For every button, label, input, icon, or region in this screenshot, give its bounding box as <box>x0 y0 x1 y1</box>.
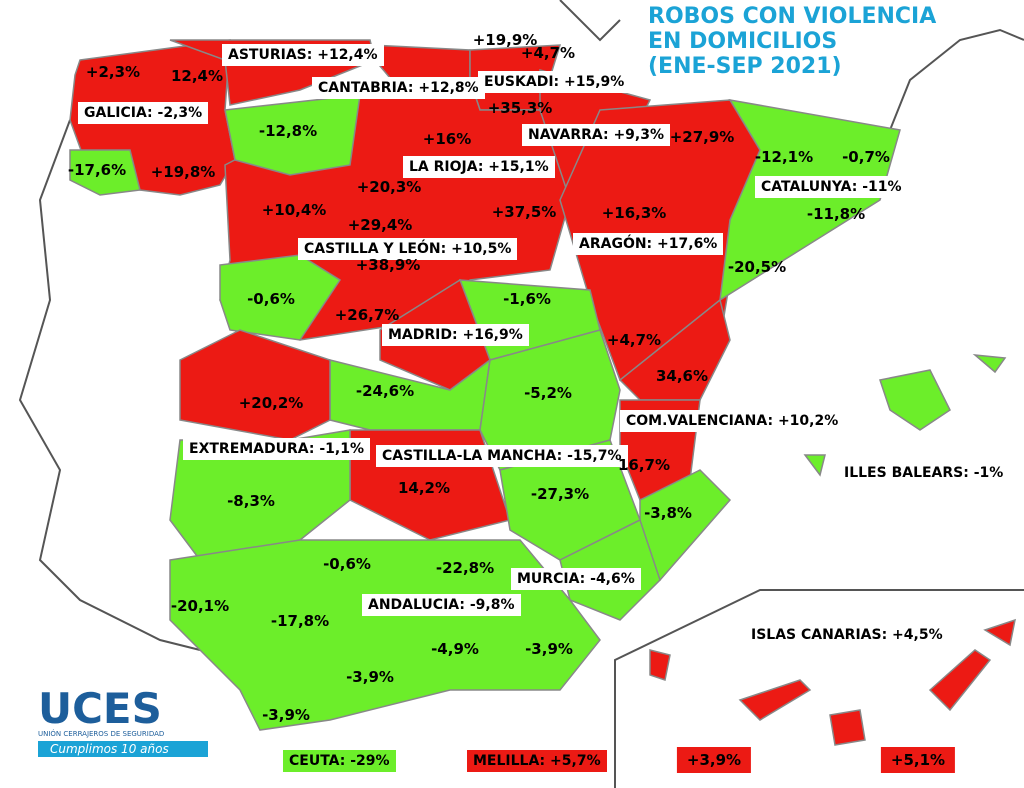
france-border <box>559 0 621 42</box>
region-label: ASTURIAS: +12,4% <box>222 44 384 66</box>
province-label: +10,4% <box>261 201 327 219</box>
gran-canaria <box>829 709 866 746</box>
region-label: CANTABRIA: +12,8% <box>312 77 485 99</box>
region-label: LA RIOJA: +15,1% <box>403 156 555 178</box>
lanzarote <box>983 618 1016 647</box>
province-label: +19,8% <box>150 163 216 181</box>
province-label: -0,6% <box>247 290 295 308</box>
region-label: MURCIA: -4,6% <box>511 568 641 590</box>
province-label: -1,6% <box>503 290 551 308</box>
province-label: +29,4% <box>347 216 413 234</box>
province-label: +38,9% <box>355 256 421 274</box>
province-label: -8,3% <box>227 492 275 510</box>
province-label: -12,8% <box>258 122 318 140</box>
province-label: +20,2% <box>238 394 304 412</box>
province-label: -22,8% <box>435 559 495 577</box>
region-label: ILLES BALEARS: -1% <box>838 462 1010 484</box>
province-label: +2,3% <box>85 63 141 81</box>
la-palma <box>649 649 671 681</box>
title-line: ROBOS CON VIOLENCIA <box>648 4 937 29</box>
region-label: CASTILLA Y LEÓN: +10,5% <box>298 238 518 260</box>
region-label: MADRID: +16,9% <box>382 324 529 346</box>
province-label: +26,7% <box>334 306 400 324</box>
mallorca <box>879 369 951 431</box>
region-label: NAVARRA: +9,3% <box>522 124 671 146</box>
fuerteventura <box>928 649 992 712</box>
region-label: CASTILLA-LA MANCHA: -15,7% <box>376 445 628 467</box>
province-label: +27,9% <box>669 128 735 146</box>
province-label: -24,6% <box>355 382 415 400</box>
castellon <box>618 298 731 401</box>
ibiza <box>803 454 826 477</box>
logo: UCES UNIÓN CERRAJEROS DE SEGURIDAD Cumpl… <box>38 688 208 757</box>
andalucia <box>169 539 601 731</box>
province-label: -3,8% <box>644 504 692 522</box>
province-label: +19,9% <box>472 31 538 49</box>
caceres <box>179 329 331 441</box>
province-label: -20,5% <box>727 258 787 276</box>
province-label: 14,2% <box>397 479 451 497</box>
title-line: EN DOMICILIOS <box>648 29 838 54</box>
province-label: +4,7% <box>606 331 662 349</box>
province-label: +3,9% <box>676 747 752 773</box>
province-label: -5,2% <box>524 384 572 402</box>
province-label: +4,7% <box>520 44 576 62</box>
title: ROBOS CON VIOLENCIA EN DOMICILIOS (ENE-SEP… <box>648 4 936 79</box>
province-label: +16% <box>422 130 472 148</box>
province-label: +35,3% <box>487 99 553 117</box>
region-label: CEUTA: -29% <box>283 750 396 772</box>
region-label: EXTREMADURA: -1,1% <box>183 438 370 460</box>
province-label: -17,6% <box>67 161 127 179</box>
region-label: ARAGÓN: +17,6% <box>573 233 724 255</box>
logo-slogan: Cumplimos 10 años <box>38 741 208 757</box>
region-label: EUSKADI: +15,9% <box>478 71 631 93</box>
logo-subtitle: UNIÓN CERRAJEROS DE SEGURIDAD <box>38 730 165 738</box>
province-label: -20,1% <box>170 597 230 615</box>
province-label: -27,3% <box>530 485 590 503</box>
region-label: ANDALUCIA: -9,8% <box>362 594 521 616</box>
province-label: -17,8% <box>270 612 330 630</box>
province-label: 34,6% <box>655 367 709 385</box>
province-label: -3,9% <box>262 706 310 724</box>
province-label: -3,9% <box>525 640 573 658</box>
region-label: MELILLA: +5,7% <box>467 750 607 772</box>
catalunya <box>719 98 901 302</box>
province-label: +5,1% <box>880 747 956 773</box>
province-label: 16,7% <box>617 456 671 474</box>
province-label: -11,8% <box>806 205 866 223</box>
france-coast <box>889 28 1024 131</box>
title-line: (ENE-SEP 2021) <box>648 54 842 79</box>
region-label: GALICIA: -2,3% <box>78 102 209 124</box>
pontevedra <box>69 149 141 196</box>
region-label: ISLAS CANARIAS: +4,5% <box>745 624 949 646</box>
menorca <box>972 354 1007 374</box>
logo-name: UCES <box>38 684 162 733</box>
province-label: 12,4% <box>170 67 224 85</box>
province-label: +20,3% <box>356 178 422 196</box>
borders <box>18 0 1024 788</box>
province-label: -3,9% <box>346 668 394 686</box>
region-label: COM.VALENCIANA: +10,2% <box>620 410 845 432</box>
province-label: -12,1% <box>754 148 814 166</box>
region-label: CATALUNYA: -11% <box>755 176 908 198</box>
province-label: +16,3% <box>601 204 667 222</box>
portugal-coast <box>18 119 201 651</box>
tenerife <box>738 679 812 721</box>
province-label: -0,7% <box>842 148 890 166</box>
province-label: -0,6% <box>323 555 371 573</box>
canarias-frame <box>614 589 1024 788</box>
province-label: +37,5% <box>491 203 557 221</box>
province-label: -4,9% <box>431 640 479 658</box>
